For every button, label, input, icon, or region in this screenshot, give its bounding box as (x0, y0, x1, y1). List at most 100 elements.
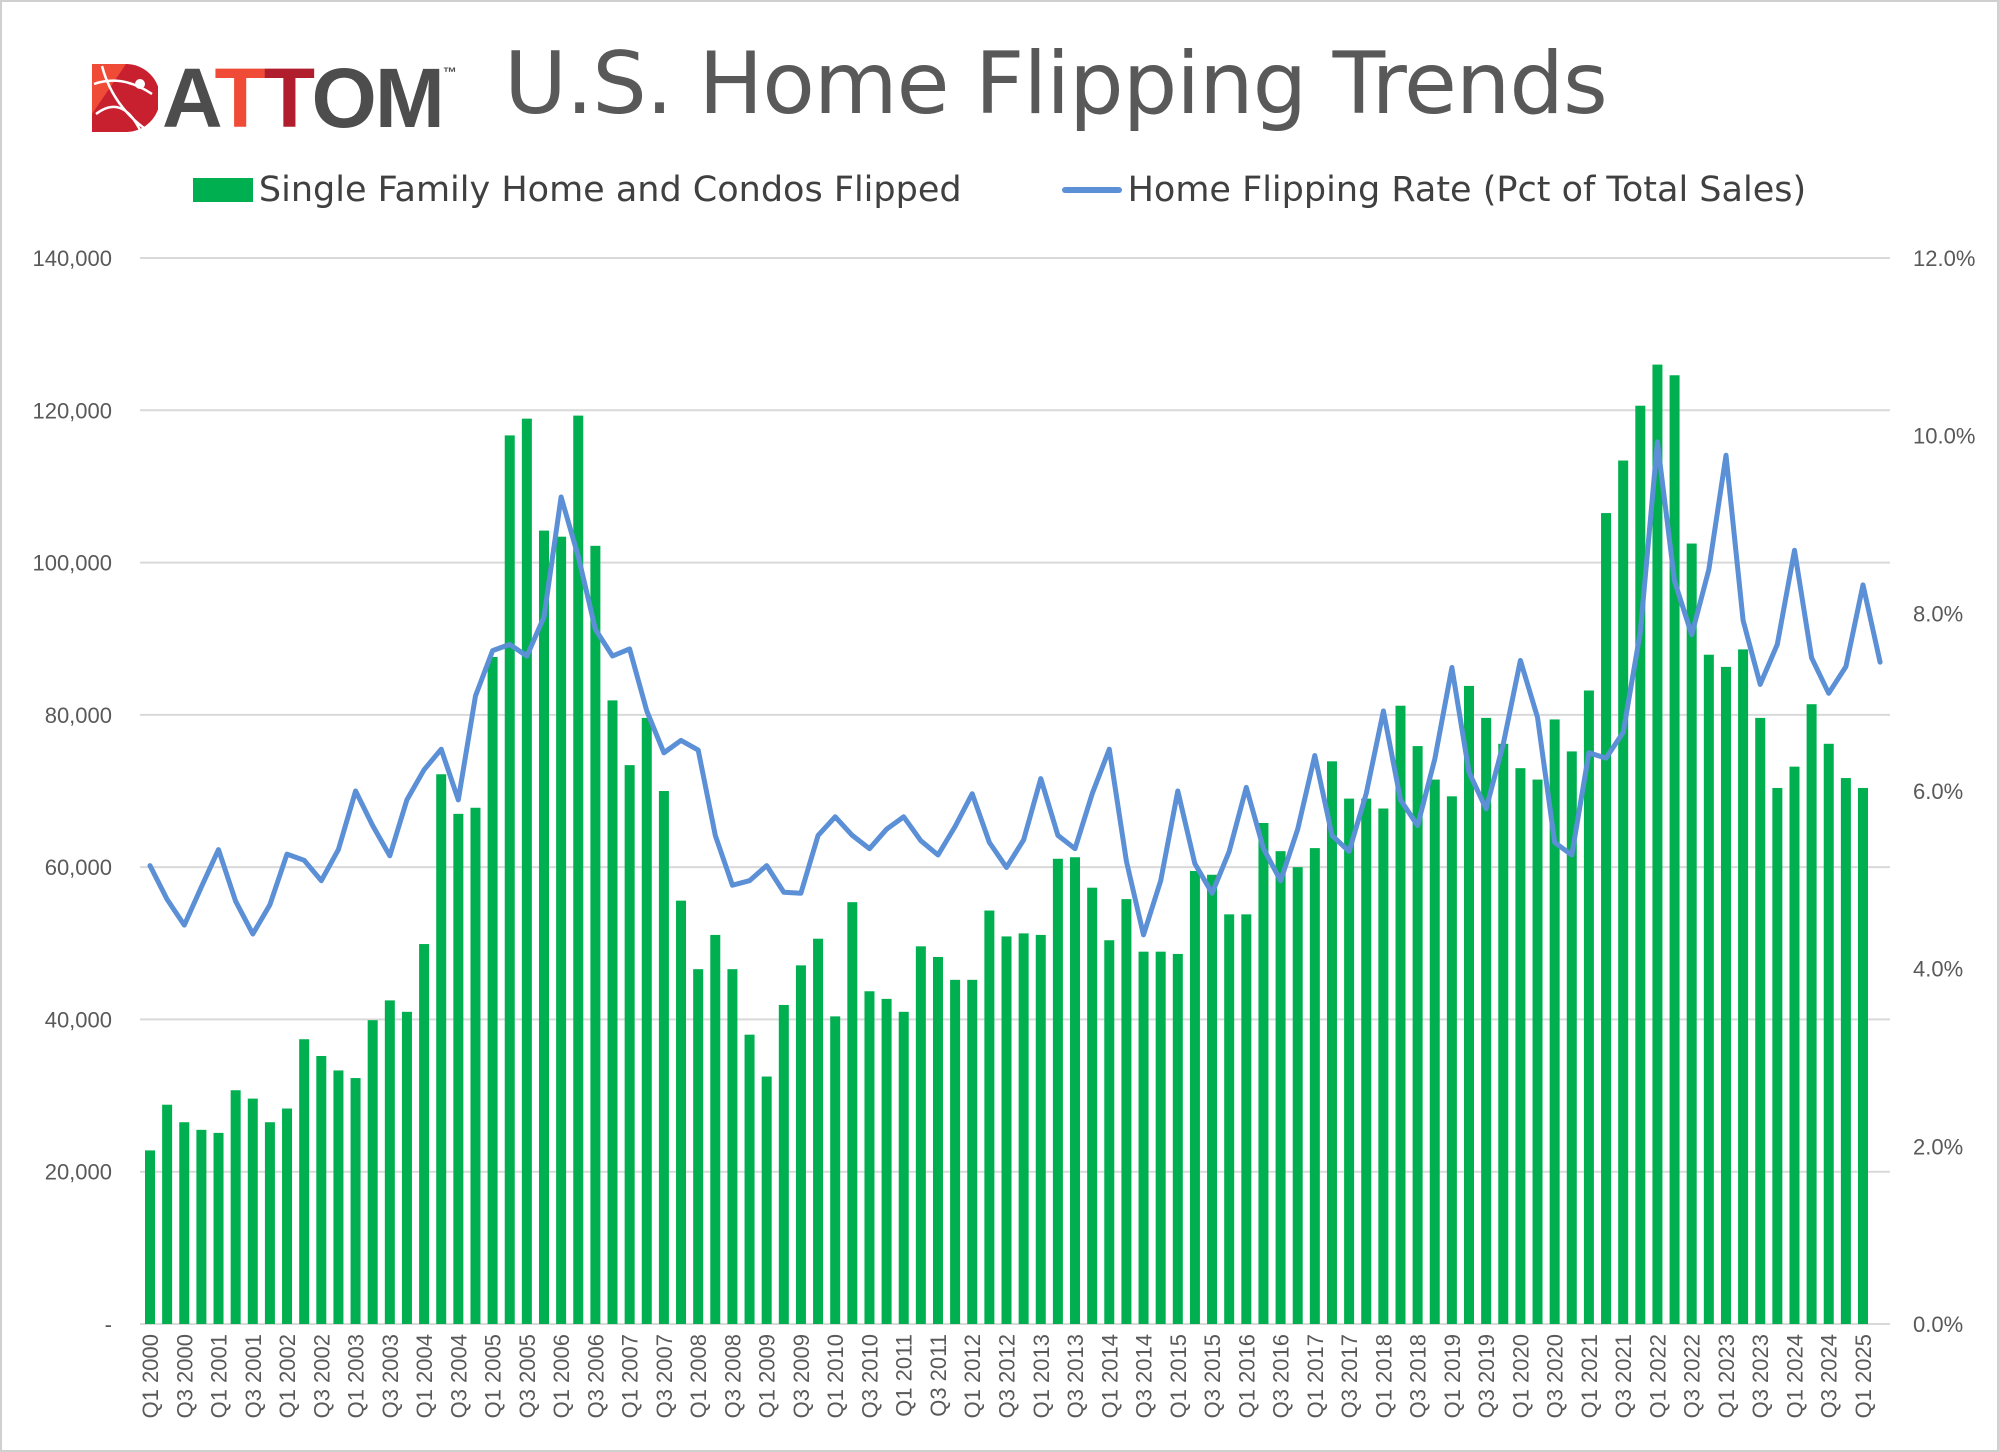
y-right-tick-label: 0.0% (1913, 1312, 1963, 1337)
y-right-tick-label: 12.0% (1913, 246, 1975, 271)
legend-label-rate: Home Flipping Rate (Pct of Total Sales) (1127, 170, 1807, 210)
y-right-tick-label: 4.0% (1913, 957, 1963, 982)
x-tick-label: Q1 2008 (686, 1334, 711, 1418)
bar-q4-2001 (264, 1122, 275, 1324)
bar-q1-2023 (1720, 666, 1731, 1324)
x-tick-label: Q3 2023 (1748, 1334, 1773, 1418)
chart-title: U.S. Home Flipping Trends (504, 34, 1608, 134)
flipping-rate-line (147, 439, 1883, 938)
x-tick-label: Q1 2022 (1645, 1334, 1670, 1418)
bar-q2-2019 (1464, 685, 1475, 1324)
bar-q1-2010 (830, 1016, 841, 1324)
x-tick-label: Q1 2007 (618, 1334, 643, 1418)
bar-q1-2009 (761, 1076, 772, 1324)
bar-q4-2023 (1772, 787, 1783, 1324)
bar-q1-2008 (693, 969, 704, 1324)
bar-q2-2018 (1395, 705, 1406, 1324)
y-left-tick-label: 140,000 (32, 246, 112, 271)
bar-q2-2001 (230, 1090, 241, 1324)
x-tick-label: Q3 2005 (515, 1334, 540, 1418)
y-left-tick-label: - (105, 1312, 112, 1337)
bar-q2-2000 (162, 1104, 173, 1324)
x-tick-label: Q3 2008 (720, 1334, 745, 1418)
x-tick-label: Q3 2022 (1680, 1334, 1705, 1418)
legend-item-rate: Home Flipping Rate (Pct of Total Sales) (1061, 170, 1807, 210)
bar-q2-2013 (1052, 858, 1063, 1324)
x-tick-label: Q3 2001 (241, 1334, 266, 1418)
bar-q1-2024 (1789, 766, 1800, 1324)
bar-q3-2018 (1412, 746, 1423, 1324)
y-left-tick-label: 100,000 (32, 551, 112, 576)
bar-q1-2016 (1241, 914, 1252, 1324)
x-tick-label: Q1 2005 (481, 1334, 506, 1418)
x-tick-label: Q3 2012 (995, 1334, 1020, 1418)
bar-q2-2010 (847, 902, 858, 1324)
bar-q3-2007 (658, 791, 669, 1324)
bar-q1-2007 (624, 765, 635, 1324)
x-tick-label: Q1 2004 (412, 1334, 437, 1418)
bar-q3-2004 (453, 813, 464, 1324)
x-tick-label: Q3 2003 (378, 1334, 403, 1418)
x-tick-label: Q1 2001 (207, 1334, 232, 1418)
bar-q3-2003 (384, 1000, 395, 1324)
bar-q4-2024 (1840, 778, 1851, 1324)
bar-q3-2012 (1001, 936, 1012, 1324)
legend: Single Family Home and Condos Flipped Ho… (0, 170, 1999, 210)
attom-logo: ATTOM ™ (92, 56, 457, 140)
bar-q2-2004 (436, 774, 447, 1324)
bar-q1-2012 (967, 979, 978, 1324)
bar-q1-2003 (350, 1078, 361, 1324)
bar-q3-2008 (727, 969, 738, 1324)
x-tick-label: Q3 2024 (1817, 1334, 1842, 1418)
x-tick-label: Q3 2014 (1132, 1334, 1157, 1418)
bar-q3-2005 (521, 418, 532, 1324)
x-tick-label: Q3 2000 (172, 1334, 197, 1418)
y-right-tick-label: 6.0% (1913, 779, 1963, 804)
bar-q4-2006 (607, 700, 618, 1324)
bar-q4-2000 (196, 1129, 207, 1324)
bar-q3-2001 (247, 1098, 258, 1324)
bar-q3-2017 (1344, 798, 1355, 1324)
bar-q3-2009 (795, 965, 806, 1324)
logo-trademark: ™ (442, 64, 457, 80)
bar-q3-2013 (1070, 857, 1081, 1324)
logo-wordmark: ATTOM (162, 51, 445, 145)
bar-q1-2017 (1309, 848, 1320, 1324)
bar-q4-2003 (401, 1011, 412, 1324)
bar-q2-2002 (299, 1039, 310, 1324)
bar-q3-2002 (316, 1055, 327, 1324)
bar-q1-2001 (213, 1132, 224, 1324)
x-tick-label: Q1 2012 (960, 1334, 985, 1418)
bar-q4-2016 (1292, 867, 1303, 1324)
x-tick-label: Q1 2025 (1851, 1334, 1876, 1418)
bar-q4-2020 (1566, 751, 1577, 1324)
bar-q2-2015 (1189, 870, 1200, 1324)
bar-q4-2005 (538, 530, 549, 1324)
bar-q2-2005 (504, 435, 515, 1325)
bar-q3-2015 (1207, 874, 1218, 1324)
x-tick-label: Q1 2013 (1029, 1334, 1054, 1418)
bar-q2-2012 (984, 910, 995, 1324)
bar-q2-2022 (1669, 375, 1680, 1324)
bar-q4-2010 (881, 998, 892, 1324)
x-tick-label: Q3 2021 (1611, 1334, 1636, 1418)
bar-q3-2006 (590, 545, 601, 1324)
bar-q2-2014 (1121, 899, 1132, 1324)
bar-q2-2009 (778, 1004, 789, 1324)
y-left-tick-label: 40,000 (45, 1007, 112, 1032)
x-tick-label: Q3 2015 (1200, 1334, 1225, 1418)
bar-q1-2025 (1858, 787, 1868, 1324)
bar-q2-2016 (1258, 822, 1269, 1324)
x-tick-label: Q3 2006 (583, 1334, 608, 1418)
bar-q4-2004 (470, 807, 481, 1324)
bar-q2-2008 (710, 934, 721, 1324)
bar-q2-2011 (915, 946, 926, 1324)
bar-q1-2000 (145, 1150, 155, 1324)
bar-q4-2008 (744, 1034, 755, 1324)
bar-q1-2006 (556, 536, 567, 1324)
x-tick-label: Q1 2002 (275, 1334, 300, 1418)
x-tick-label: Q1 2015 (1166, 1334, 1191, 1418)
x-tick-label: Q1 2019 (1440, 1334, 1465, 1418)
